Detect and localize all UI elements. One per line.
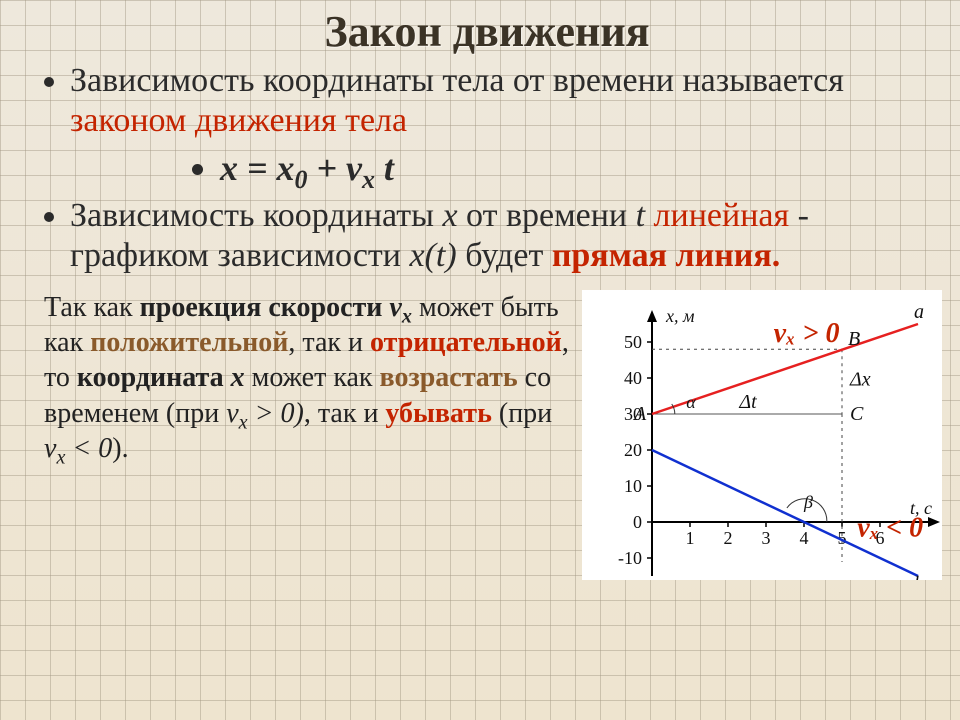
- svg-text:C: C: [850, 403, 864, 425]
- svg-text:b: b: [914, 573, 924, 580]
- svg-text:vₓ < 0: vₓ < 0: [857, 512, 923, 543]
- main-bullets: Зависимость координаты тела от времени н…: [44, 61, 930, 276]
- f-plus: +: [307, 148, 346, 188]
- bullet-1-text: Зависимость координаты тела от времени н…: [70, 62, 844, 99]
- p-s10: ).: [112, 433, 128, 464]
- p-vx2s: x: [239, 411, 248, 433]
- formula: x = x0 + vx t: [220, 147, 930, 189]
- paragraph: Так как проекция скорости vx может быть …: [44, 290, 582, 466]
- svg-text:B: B: [848, 328, 860, 350]
- svg-text:10: 10: [624, 476, 642, 496]
- p-s8: , так и: [304, 398, 386, 429]
- p-s1: Так как: [44, 292, 140, 323]
- page-title: Закон движения: [44, 0, 930, 57]
- svg-text:50: 50: [624, 332, 642, 352]
- p-dec: убывать: [385, 398, 491, 429]
- f-t: t: [375, 148, 394, 188]
- p-s9: (при: [492, 398, 552, 429]
- p-xvar: x: [231, 362, 245, 393]
- p-s4: , так и: [288, 327, 370, 358]
- svg-text:-10: -10: [618, 548, 642, 568]
- svg-text:3: 3: [762, 528, 771, 548]
- f-x0s: 0: [295, 165, 308, 194]
- chart: -1001020304050123456x, мt, сabABCΔtΔxαβv…: [582, 290, 942, 580]
- p-s6: может как: [245, 362, 380, 393]
- svg-text:0: 0: [633, 512, 642, 532]
- p-neg: отрицательной: [370, 327, 562, 358]
- p-s2: проекция скорости: [140, 292, 390, 323]
- f-x0v: x: [277, 148, 295, 188]
- f-x: x: [220, 148, 238, 188]
- svg-text:Δx: Δx: [849, 369, 871, 391]
- svg-text:x, м: x, м: [665, 306, 695, 326]
- f-eq: =: [238, 148, 277, 188]
- lower-row: Так как проекция скорости vx может быть …: [44, 290, 930, 580]
- b2-p2: от времени: [458, 197, 636, 234]
- p-gt0: > 0): [248, 398, 304, 429]
- bullet-1: Зависимость координаты тела от времени н…: [70, 61, 930, 190]
- svg-text:A: A: [632, 403, 647, 425]
- svg-text:a: a: [914, 301, 924, 323]
- p-vxs: x: [402, 306, 412, 328]
- p-coord: координата: [77, 362, 231, 393]
- p-pos: положительной: [90, 327, 288, 358]
- svg-text:Δt: Δt: [738, 391, 757, 413]
- p-vx3v: v: [44, 433, 56, 464]
- bullet-2: Зависимость координаты x от времени t ли…: [70, 196, 930, 276]
- p-lt0: < 0: [65, 433, 112, 464]
- f-vs: x: [362, 165, 375, 194]
- svg-text:1: 1: [686, 528, 695, 548]
- b2-x: x: [442, 197, 457, 234]
- b2-t: t: [636, 197, 645, 234]
- b2-lin: линейная: [654, 197, 790, 234]
- p-vxv: v: [389, 292, 401, 323]
- svg-text:β: β: [803, 492, 813, 512]
- svg-text:α: α: [686, 392, 696, 412]
- svg-text:4: 4: [800, 528, 809, 548]
- b2-straight: прямая линия.: [552, 237, 780, 274]
- svg-text:vₓ > 0: vₓ > 0: [774, 318, 840, 349]
- p-grow: возрастать: [380, 362, 518, 393]
- slide-page: Закон движения Зависимость координаты те…: [0, 0, 960, 720]
- svg-text:2: 2: [724, 528, 733, 548]
- bullet-1-term: законом движения тела: [70, 102, 407, 139]
- svg-text:20: 20: [624, 440, 642, 460]
- b2-p3: [645, 197, 654, 234]
- f-vv: v: [346, 148, 362, 188]
- svg-text:40: 40: [624, 368, 642, 388]
- b2-p1: Зависимость координаты: [70, 197, 442, 234]
- chart-svg: -1001020304050123456x, мt, сabABCΔtΔxαβv…: [582, 290, 942, 580]
- p-vx2v: v: [226, 398, 238, 429]
- b2-xt: x(t): [410, 237, 457, 274]
- b2-p5: будет: [457, 237, 552, 274]
